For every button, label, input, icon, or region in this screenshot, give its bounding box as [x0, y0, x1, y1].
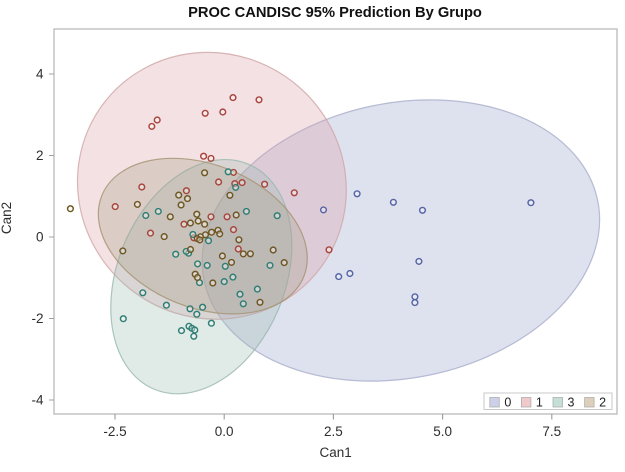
svg-text:2: 2	[599, 396, 606, 410]
svg-text:Can1: Can1	[320, 445, 352, 460]
svg-text:2.5: 2.5	[324, 424, 343, 439]
svg-text:PROC CANDISC 95% Prediction By: PROC CANDISC 95% Prediction By Grupo	[188, 5, 482, 21]
svg-text:-2: -2	[31, 311, 43, 326]
svg-text:-4: -4	[31, 393, 43, 408]
svg-text:2: 2	[36, 148, 44, 163]
svg-text:7.5: 7.5	[542, 424, 561, 439]
svg-text:4: 4	[36, 67, 44, 82]
svg-text:3: 3	[568, 396, 575, 410]
svg-text:5.0: 5.0	[433, 424, 452, 439]
svg-text:0: 0	[504, 396, 511, 410]
svg-text:0: 0	[36, 230, 44, 245]
svg-text:1: 1	[536, 396, 543, 410]
svg-text:-2.5: -2.5	[103, 424, 126, 439]
svg-text:0.0: 0.0	[215, 424, 234, 439]
svg-text:Can2: Can2	[0, 202, 14, 234]
